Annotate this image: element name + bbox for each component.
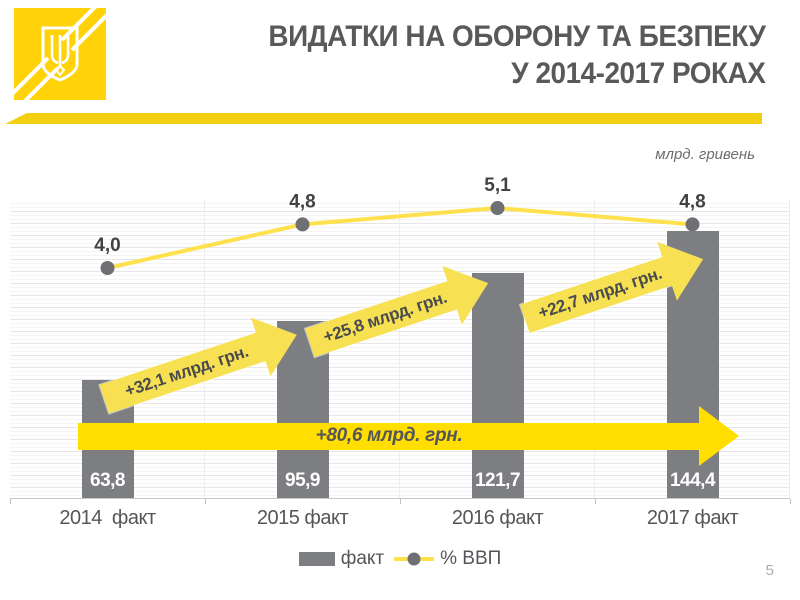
gdp-point-marker bbox=[100, 261, 115, 275]
page-title: ВИДАТКИ НА ОБОРОНУ ТА БЕЗПЕКУ У 2014-201… bbox=[268, 18, 765, 92]
legend-item-gdp: % ВВП bbox=[394, 548, 501, 570]
x-axis-label: 2015 факт bbox=[256, 507, 349, 529]
gdp-point-label: 5,1 bbox=[484, 175, 511, 196]
line-swatch-icon bbox=[394, 552, 435, 566]
line-marker-icon bbox=[407, 552, 421, 566]
bar-value-label: 144,4 bbox=[669, 470, 716, 491]
axis-tick bbox=[205, 499, 206, 504]
bar-value-label: 95,9 bbox=[285, 470, 320, 491]
total-increment-arrow: +80,6 млрд. грн. bbox=[78, 406, 739, 466]
gdp-point-label: 4,8 bbox=[289, 191, 315, 212]
bar-2015: 95,9 bbox=[276, 321, 329, 498]
legend-item-fact: факт bbox=[298, 548, 385, 570]
axis-tick bbox=[10, 499, 11, 504]
title-line-1: ВИДАТКИ НА ОБОРОНУ ТА БЕЗПЕКУ bbox=[268, 20, 765, 53]
x-axis-labels: 2014 факт 2015 факт 2016 факт 2017 факт bbox=[10, 507, 790, 530]
units-note: млрд. гривень bbox=[655, 146, 755, 163]
gdp-point-label: 4,0 bbox=[94, 235, 120, 256]
title-line-2: У 2014-2017 РОКАХ bbox=[510, 57, 766, 90]
gdp-point-label: 4,8 bbox=[679, 191, 705, 212]
legend-label-gdp: % ВВП bbox=[440, 548, 502, 569]
page-number: 5 bbox=[765, 562, 774, 579]
bar-2016: 121,7 bbox=[471, 273, 524, 498]
gdp-point-marker bbox=[490, 201, 505, 216]
bar-value-label: 63,8 bbox=[90, 470, 125, 491]
gdp-line bbox=[107, 206, 693, 270]
legend: факт % ВВП bbox=[0, 548, 800, 570]
gdp-point-marker bbox=[295, 217, 310, 232]
bar-swatch-icon bbox=[298, 552, 335, 566]
gdp-point-marker bbox=[685, 217, 700, 232]
total-arrow-head-icon bbox=[699, 406, 739, 466]
x-axis-label: 2014 факт bbox=[59, 507, 156, 529]
axis-tick bbox=[400, 499, 401, 504]
divider-band bbox=[5, 113, 762, 124]
axis-tick bbox=[790, 499, 791, 504]
axis-tick bbox=[595, 499, 596, 504]
x-axis-label: 2017 факт bbox=[646, 507, 739, 529]
x-axis-label: 2016 факт bbox=[451, 507, 544, 529]
total-increment-label: +80,6 млрд. грн. bbox=[78, 422, 700, 450]
bar-value-label: 121,7 bbox=[474, 470, 521, 491]
gdp-percent-line-series: 4,0 4,8 5,1 4,8 bbox=[94, 175, 706, 275]
trident-icon bbox=[41, 26, 79, 82]
legend-label-fact: факт bbox=[340, 548, 385, 569]
ukraine-emblem-logo bbox=[14, 8, 106, 100]
